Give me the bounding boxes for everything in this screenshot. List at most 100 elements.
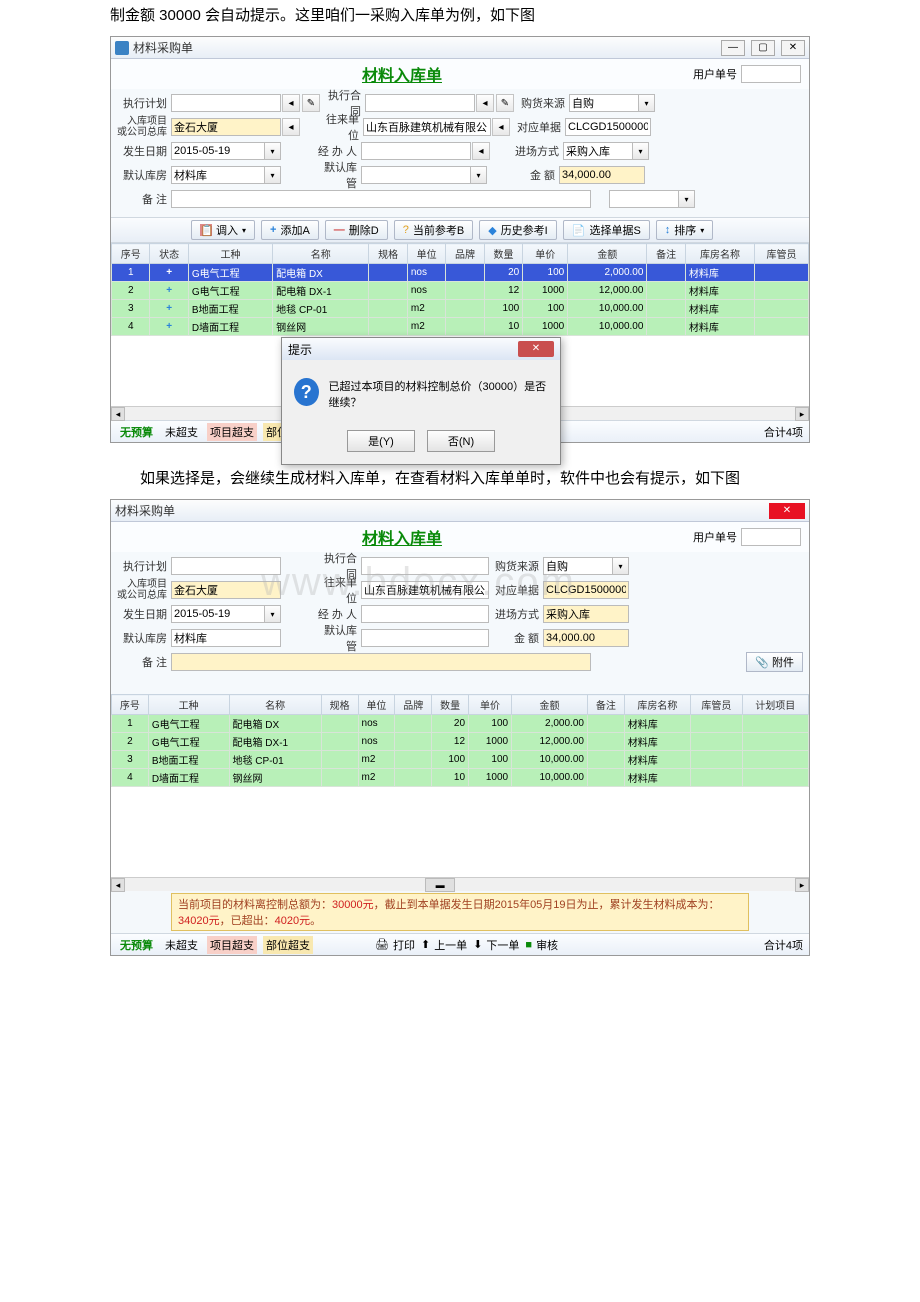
vendor-input[interactable] <box>361 581 489 599</box>
col-header: 数量 <box>484 244 522 264</box>
doc-label: 对应单据 <box>489 582 543 598</box>
histref-button[interactable]: ◆历史参考I <box>479 220 557 240</box>
lookup-icon[interactable]: ◂ <box>472 142 490 160</box>
col-header: 备注 <box>587 695 624 715</box>
close-button[interactable]: ✕ <box>769 503 805 519</box>
contract-input[interactable] <box>365 94 475 112</box>
table-row[interactable]: 1+G电气工程配电箱 DXnos201002,000.00材料库 <box>112 264 809 282</box>
sort-button[interactable]: ↕排序▾ <box>656 220 714 240</box>
contract-input[interactable] <box>361 557 489 575</box>
col-header: 库管员 <box>691 695 743 715</box>
table-row[interactable]: 3+B地面工程地毯 CP-01m210010010,000.00材料库 <box>112 300 809 318</box>
remark-label: 备 注 <box>117 654 171 670</box>
store-input[interactable] <box>171 166 265 184</box>
delete-button[interactable]: —删除D <box>325 220 388 240</box>
audit-button[interactable]: ■审核 <box>525 937 558 953</box>
close-button[interactable]: ✕ <box>781 40 805 56</box>
edit-icon[interactable]: ✎ <box>496 94 514 112</box>
table-row[interactable]: 1G电气工程配电箱 DXnos201002,000.00材料库 <box>112 715 809 733</box>
vendor-input[interactable] <box>363 118 491 136</box>
handler-input[interactable] <box>361 142 471 160</box>
source-input[interactable] <box>569 94 639 112</box>
intype-input[interactable] <box>563 142 633 160</box>
maximize-button[interactable]: ▢ <box>751 40 775 56</box>
date-input[interactable] <box>171 142 265 160</box>
dropdown-icon[interactable]: ▾ <box>471 166 487 184</box>
col-header: 备注 <box>647 244 685 264</box>
col-header: 单位 <box>358 695 395 715</box>
yes-button[interactable]: 是(Y) <box>347 430 415 452</box>
table-row[interactable]: 2G电气工程配电箱 DX-1nos12100012,000.00材料库 <box>112 733 809 751</box>
table-row[interactable]: 4D墙面工程钢丝网m210100010,000.00材料库 <box>112 769 809 787</box>
tag-nobudget: 无预算 <box>117 936 156 954</box>
print-button[interactable]: 🖨打印 <box>375 937 415 953</box>
next-button[interactable]: ⬇下一单 <box>473 937 519 953</box>
window-title: 材料采购单 <box>115 502 175 519</box>
form-area: 执行计划 执行合同 购货来源 ▾ 入库项目或公司总库 往来单位 对应单据 发生日… <box>111 552 809 680</box>
remark-input[interactable] <box>171 190 591 208</box>
store-input[interactable] <box>171 629 281 647</box>
amount-input[interactable] <box>559 166 645 184</box>
keeper-input[interactable] <box>361 629 489 647</box>
date-input[interactable] <box>171 605 265 623</box>
doc-input[interactable] <box>565 118 651 136</box>
date-label: 发生日期 <box>117 606 171 622</box>
plan-input[interactable] <box>171 557 281 575</box>
dropdown-icon[interactable]: ▾ <box>679 190 695 208</box>
table-row[interactable]: 3B地面工程地毯 CP-01m210010010,000.00材料库 <box>112 751 809 769</box>
lookup-icon[interactable]: ◂ <box>282 94 300 112</box>
h-scrollbar[interactable]: ◂▬▸ <box>111 877 809 891</box>
col-header: 名称 <box>229 695 321 715</box>
col-header: 库房名称 <box>624 695 690 715</box>
import-button[interactable]: 📋调入▾ <box>191 220 255 240</box>
handler-input[interactable] <box>361 605 489 623</box>
dropdown-icon[interactable]: ▾ <box>639 94 655 112</box>
proj-label: 入库项目或公司总库 <box>117 579 171 601</box>
selbill-button[interactable]: 📄选择单据S <box>563 220 650 240</box>
dropdown-icon[interactable]: ▾ <box>633 142 649 160</box>
edit-icon[interactable]: ✎ <box>302 94 320 112</box>
col-header: 单价 <box>469 695 512 715</box>
table-row[interactable]: 4+D墙面工程钢丝网m210100010,000.00材料库 <box>112 318 809 336</box>
up-icon: ⬆ <box>421 938 430 951</box>
keeper-input[interactable] <box>361 166 471 184</box>
dialog-close-button[interactable]: ✕ <box>518 341 554 357</box>
date-picker-icon[interactable]: ▾ <box>265 605 281 623</box>
tag-part-over: 部位超支 <box>263 936 313 954</box>
dialog-message: 已超过本项目的材料控制总价（30000）是否继续？ <box>329 378 548 410</box>
remark-input[interactable] <box>171 653 591 671</box>
col-header: 规格 <box>369 244 407 264</box>
down-icon: ⬇ <box>473 938 482 951</box>
proj-input[interactable] <box>171 581 281 599</box>
titlebar: 材料采购单 — ▢ ✕ <box>111 37 809 59</box>
extra-input[interactable] <box>609 190 679 208</box>
user-no-label: 用户单号 <box>693 529 737 545</box>
no-button[interactable]: 否(N) <box>427 430 495 452</box>
doc-input[interactable] <box>543 581 629 599</box>
curref-button[interactable]: ?当前参考B <box>394 220 473 240</box>
table-row[interactable]: 2+G电气工程配电箱 DX-1nos12100012,000.00材料库 <box>112 282 809 300</box>
prev-button[interactable]: ⬆上一单 <box>421 937 467 953</box>
lookup-icon[interactable]: ◂ <box>492 118 510 136</box>
attach-button[interactable]: 📎附件 <box>746 652 803 672</box>
plan-label: 执行计划 <box>117 558 171 574</box>
user-no-input[interactable] <box>741 65 801 83</box>
col-header: 库房名称 <box>685 244 754 264</box>
date-picker-icon[interactable]: ▾ <box>265 142 281 160</box>
amount-input[interactable] <box>543 629 629 647</box>
dropdown-icon[interactable]: ▾ <box>613 557 629 575</box>
add-button[interactable]: +添加A <box>261 220 319 240</box>
intype-input[interactable] <box>543 605 629 623</box>
user-no-label: 用户单号 <box>693 66 737 82</box>
source-input[interactable] <box>543 557 613 575</box>
intype-label: 进场方式 <box>489 606 543 622</box>
dropdown-icon[interactable]: ▾ <box>265 166 281 184</box>
user-no-input[interactable] <box>741 528 801 546</box>
col-header: 单价 <box>523 244 568 264</box>
vendor-label: 往来单位 <box>317 574 361 606</box>
lookup-icon[interactable]: ◂ <box>282 118 300 136</box>
lookup-icon[interactable]: ◂ <box>476 94 494 112</box>
minimize-button[interactable]: — <box>721 40 745 56</box>
plan-input[interactable] <box>171 94 281 112</box>
proj-input[interactable] <box>171 118 281 136</box>
